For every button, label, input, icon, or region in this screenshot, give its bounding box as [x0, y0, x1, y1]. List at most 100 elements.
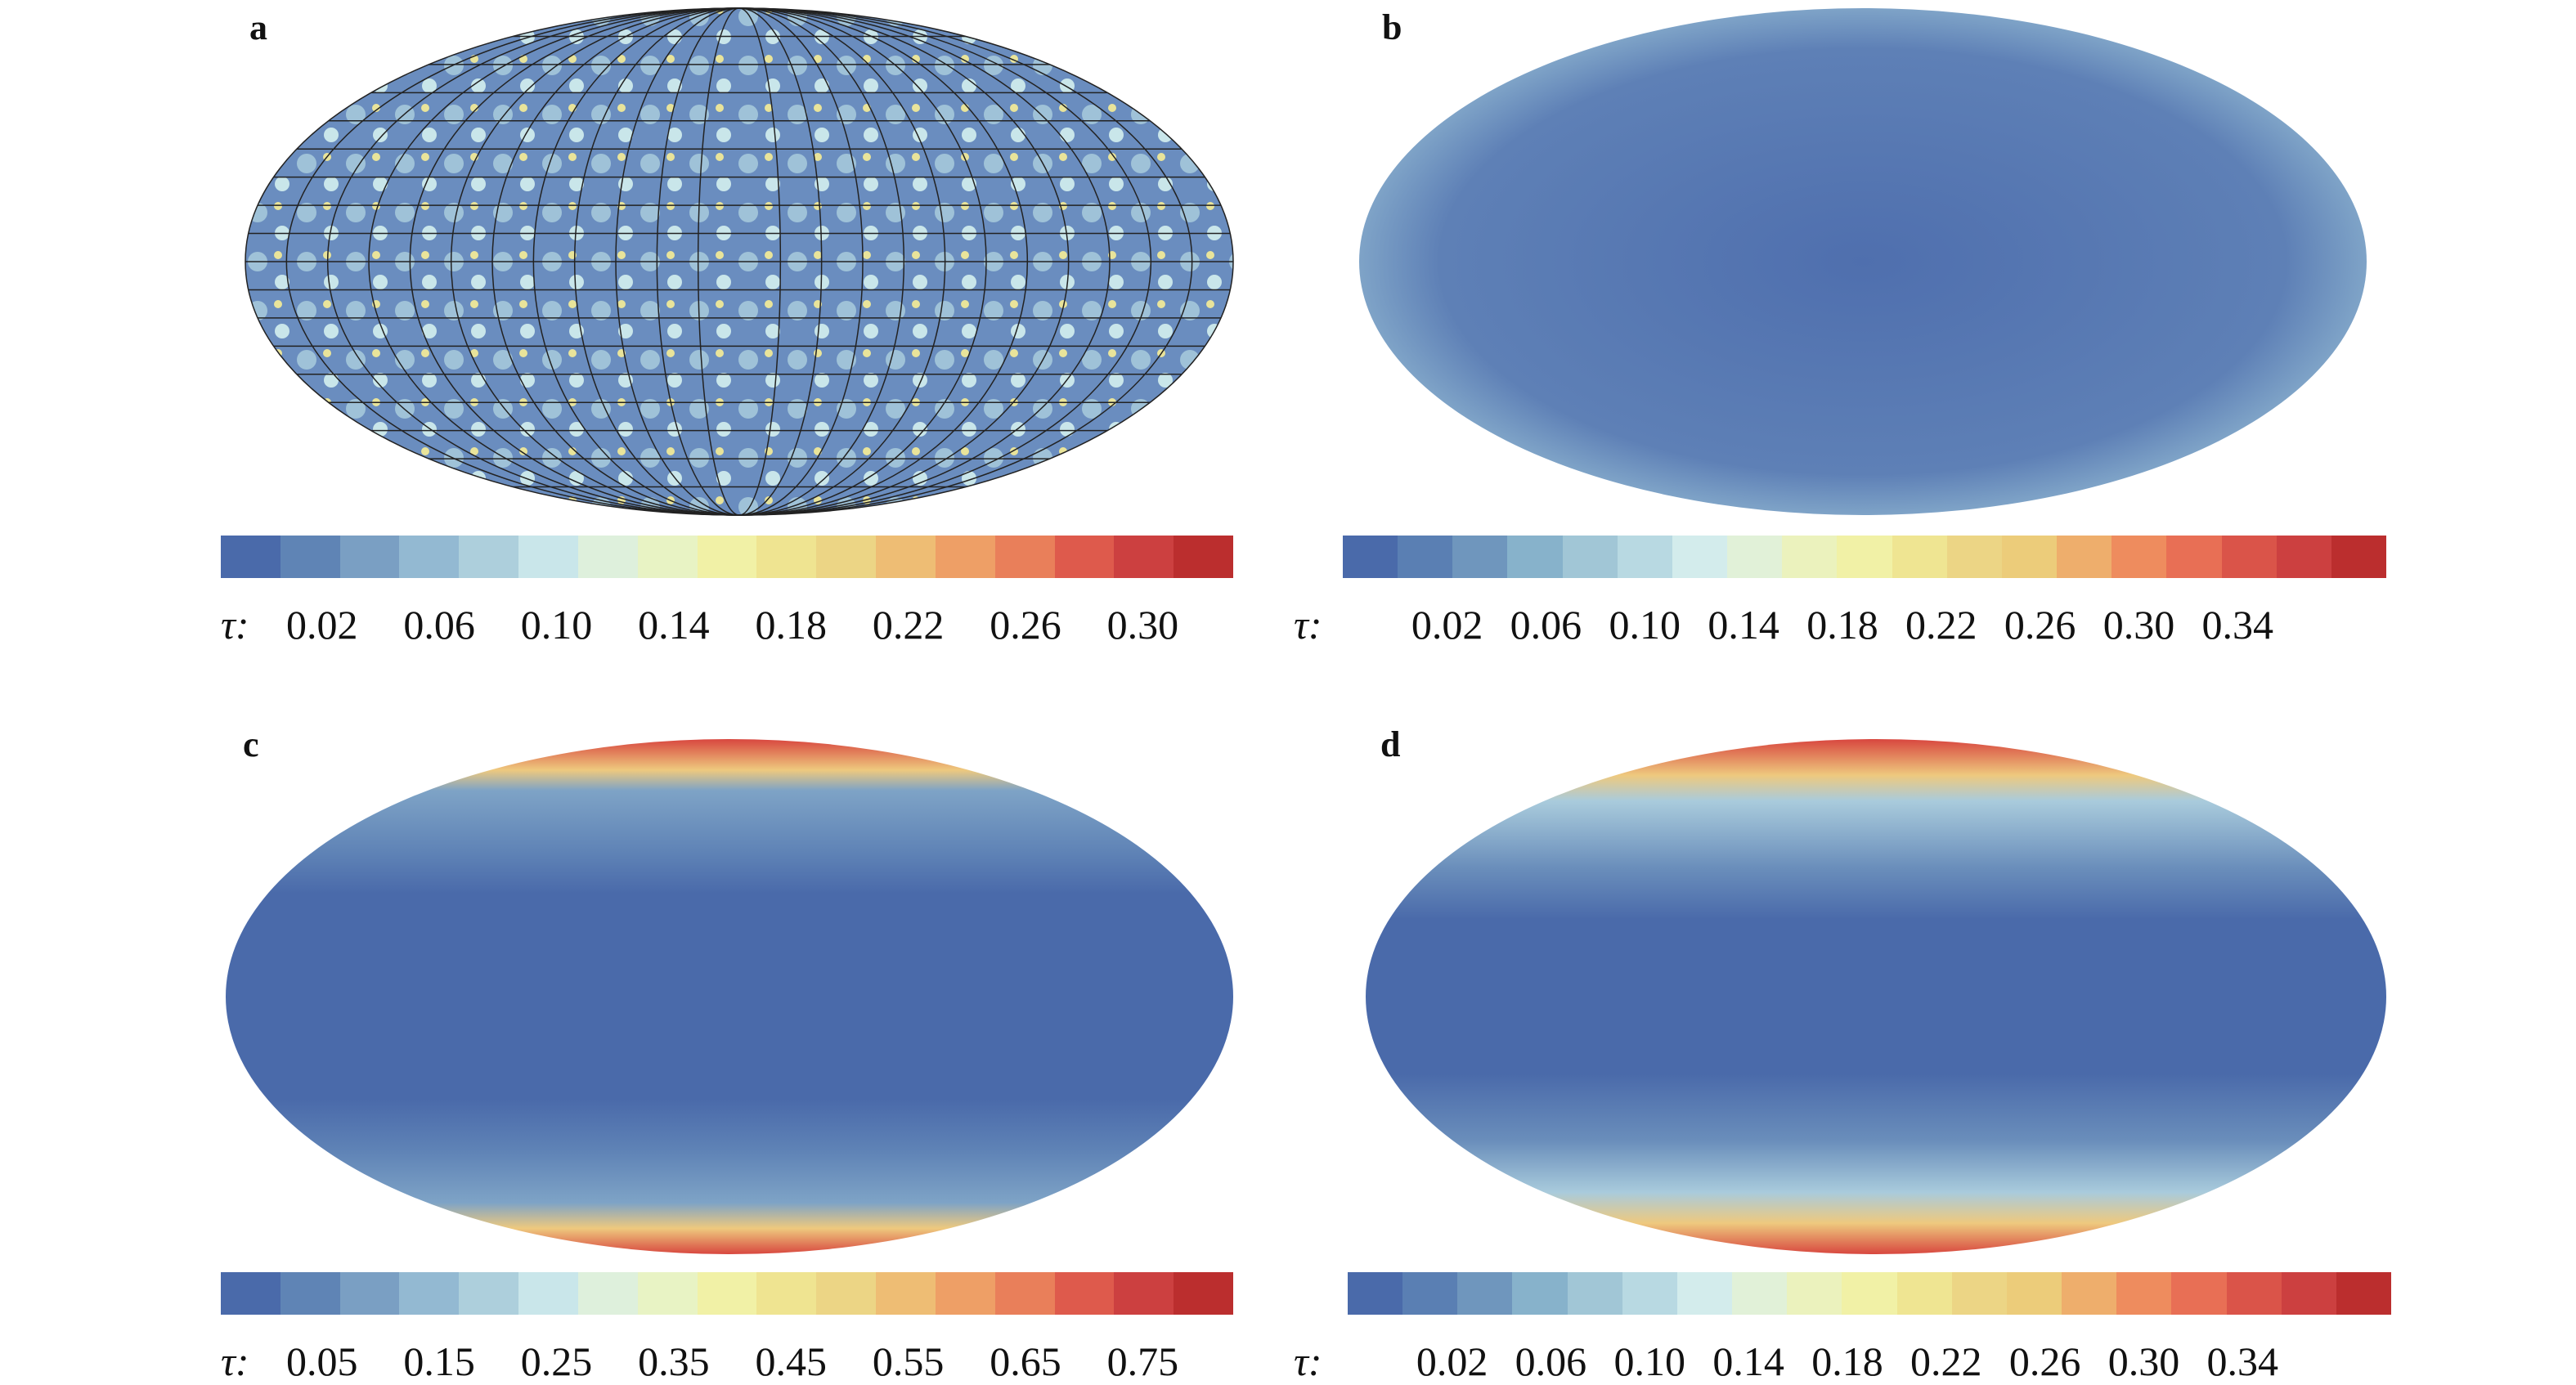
- colorbar-tick-label: 0.75: [1106, 1338, 1179, 1384]
- colorbar-tick-label: 0.14: [638, 602, 710, 648]
- colorbar-segment: [221, 536, 280, 578]
- colorbar-tick-label: 0.22: [872, 602, 945, 648]
- colorbar-segment: [1114, 536, 1174, 578]
- colorbar-segment: [2171, 1272, 2227, 1315]
- panel-b-map: [1359, 8, 2367, 515]
- colorbar-segment: [280, 536, 340, 578]
- colorbar-segment: [994, 536, 1055, 578]
- colorbar-segment: [1892, 536, 1947, 578]
- colorbar-segment: [637, 1272, 698, 1315]
- colorbar-segment: [994, 1272, 1055, 1315]
- colorbar-segment: [339, 1272, 400, 1315]
- colorbar-segment: [697, 536, 757, 578]
- colorbar-segment: [221, 1272, 280, 1315]
- colorbar-segment: [2116, 1272, 2172, 1315]
- panel-label-c: c: [243, 724, 259, 764]
- colorbar-segment: [1842, 1272, 1897, 1315]
- colorbar-segment: [876, 1272, 936, 1315]
- colorbar-tick-label: 0.34: [2206, 1338, 2279, 1384]
- colorbar-label-d: τ:: [1294, 1338, 1322, 1384]
- colorbar-segment: [1782, 536, 1838, 578]
- colorbar-segment: [697, 1272, 757, 1315]
- colorbar-tick-label: 0.10: [520, 602, 593, 648]
- colorbar-label-c: τ:: [221, 1338, 249, 1384]
- colorbar-tick-label: 0.35: [638, 1338, 710, 1384]
- colorbar-tick-label: 0.22: [1910, 1338, 1982, 1384]
- panel-label-d: d: [1380, 724, 1401, 764]
- colorbar-segment: [1727, 536, 1783, 578]
- colorbar-tick-label: 0.18: [1806, 602, 1878, 648]
- colorbar-tick-label: 0.22: [1905, 602, 1977, 648]
- colorbar-segment: [280, 1272, 340, 1315]
- colorbar-segment: [1507, 536, 1563, 578]
- colorbar-segment: [1622, 1272, 1677, 1315]
- colorbar-segment: [756, 1272, 817, 1315]
- colorbar-segment: [816, 536, 877, 578]
- colorbar-segment: [1512, 1272, 1568, 1315]
- colorbar-tick-label: 0.02: [286, 602, 358, 648]
- colorbar-segment: [2281, 1272, 2336, 1315]
- colorbar-tick-label: 0.25: [520, 1338, 593, 1384]
- panel-label-b: b: [1382, 7, 1402, 47]
- colorbar-segment: [1452, 536, 1508, 578]
- colorbar-segment: [577, 1272, 638, 1315]
- panel-a-map: [245, 7, 1234, 516]
- colorbar-segment: [2221, 536, 2277, 578]
- colorbar-segment: [339, 536, 400, 578]
- colorbar-tick-label: 0.05: [286, 1338, 358, 1384]
- colorbar-segment: [459, 1272, 519, 1315]
- colorbar-segment: [518, 1272, 578, 1315]
- colorbar-segment: [399, 536, 460, 578]
- colorbar-segment: [2057, 536, 2112, 578]
- colorbar-tick-label: 0.02: [1411, 602, 1483, 648]
- colorbar-segment: [1567, 1272, 1622, 1315]
- colorbar-segment: [1676, 1272, 1733, 1315]
- colorbar-segment: [577, 536, 638, 578]
- colorbar-tick-label: 0.30: [2103, 602, 2175, 648]
- colorbar-d: [1348, 1272, 2391, 1315]
- colorbar-tick-label: 0.18: [1811, 1338, 1883, 1384]
- colorbar-segment: [459, 536, 519, 578]
- colorbar-segment: [2001, 536, 2058, 578]
- colorbar-segment: [1896, 1272, 1952, 1315]
- colorbar-segment: [1114, 1272, 1174, 1315]
- colorbar-tick-label: 0.10: [1613, 1338, 1686, 1384]
- colorbar-tick-label: 0.14: [1708, 602, 1779, 648]
- colorbar-segment: [935, 536, 995, 578]
- colorbar-segment: [2276, 536, 2331, 578]
- colorbar-segment: [756, 536, 817, 578]
- colorbar-segment: [1946, 536, 2002, 578]
- colorbar-tick-label: 0.65: [990, 1338, 1061, 1384]
- colorbar-segment: [2006, 1272, 2062, 1315]
- colorbar-segment: [1672, 536, 1728, 578]
- colorbar-segment: [1562, 536, 1618, 578]
- colorbar-c: [221, 1272, 1234, 1315]
- colorbar-segment: [1174, 1272, 1234, 1315]
- colorbar-tick-label: 0.34: [2201, 602, 2274, 648]
- colorbar-segment: [2336, 1272, 2391, 1315]
- colorbar-tick-label: 0.30: [2107, 1338, 2180, 1384]
- colorbar-tick-label: 0.26: [990, 602, 1061, 648]
- colorbar-segment: [399, 1272, 460, 1315]
- colorbar-segment: [1951, 1272, 2007, 1315]
- colorbar-tick-label: 0.26: [2004, 602, 2076, 648]
- colorbar-b: [1343, 536, 2386, 578]
- colorbar-tick-label: 0.45: [755, 1338, 827, 1384]
- colorbar-segment: [2166, 536, 2222, 578]
- colorbar-segment: [1837, 536, 1892, 578]
- colorbar-segment: [2062, 1272, 2117, 1315]
- colorbar-tick-label: 0.02: [1416, 1338, 1488, 1384]
- colorbar-segment: [2226, 1272, 2282, 1315]
- colorbar-segment: [1054, 536, 1115, 578]
- colorbar-tick-label: 0.10: [1609, 602, 1681, 648]
- panel-d-map: [1366, 739, 2386, 1254]
- colorbar-segment: [1398, 536, 1453, 578]
- colorbar-tick-label: 0.06: [403, 602, 475, 648]
- colorbar-segment: [637, 536, 698, 578]
- colorbar-tick-label: 0.15: [403, 1338, 475, 1384]
- colorbar-tick-label: 0.18: [755, 602, 827, 648]
- colorbar-tick-label: 0.06: [1510, 602, 1582, 648]
- colorbar-segment: [1617, 536, 1672, 578]
- colorbar-segment: [816, 1272, 877, 1315]
- colorbar-segment: [1787, 1272, 1842, 1315]
